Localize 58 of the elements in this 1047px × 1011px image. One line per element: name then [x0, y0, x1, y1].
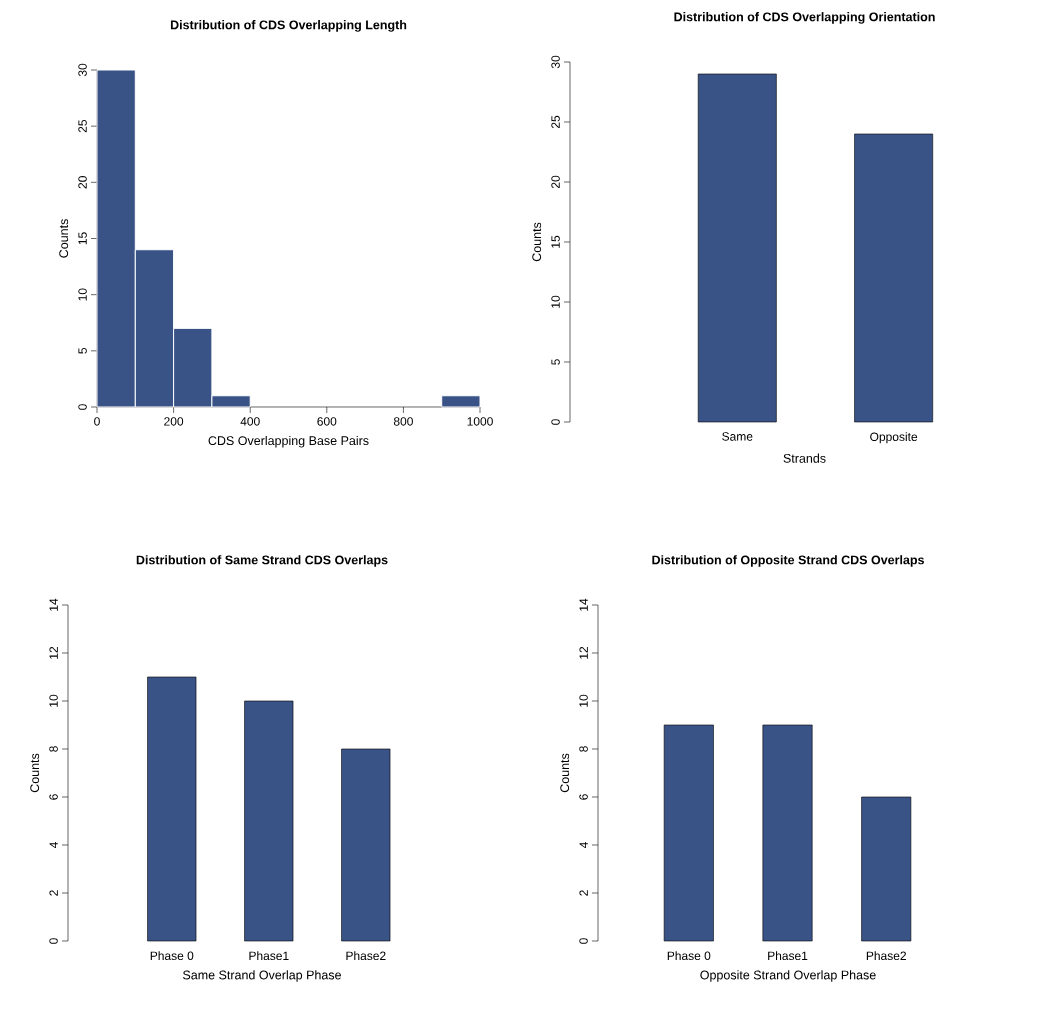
bar — [244, 700, 294, 942]
y-tick-label: 20 — [551, 175, 560, 189]
y-tick-label: 10 — [78, 288, 87, 301]
x-tick-label: Phase1 — [768, 951, 808, 961]
y-tick-label: 0 — [78, 404, 87, 410]
x-tick-label: 400 — [240, 417, 260, 426]
y-tick-label: 6 — [579, 794, 588, 800]
y-axis-title: Counts — [59, 219, 69, 258]
y-axis-title: Counts — [560, 753, 570, 793]
y-tick-label: 14 — [49, 598, 58, 611]
x-axis-title: Same Strand Overlap Phase — [183, 970, 341, 982]
y-tick-label: 30 — [78, 63, 87, 77]
y-axis-title: Counts — [30, 753, 40, 793]
x-tick-label: Opposite — [870, 432, 918, 444]
x-tick-label: Phase 0 — [667, 951, 711, 961]
y-tick-label: 15 — [551, 235, 560, 248]
y-tick-label: 14 — [579, 598, 588, 611]
x-tick-label: 1000 — [467, 417, 493, 426]
y-axis-title: Counts — [532, 222, 542, 262]
x-axis-title: Opposite Strand Overlap Phase — [700, 970, 876, 982]
chart-title: Distribution of CDS Overlapping Length — [170, 20, 407, 32]
y-tick-label: 2 — [579, 890, 588, 896]
y-tick-label: 12 — [49, 646, 58, 659]
x-tick-label: 800 — [393, 417, 413, 426]
chart-title: Distribution of Opposite Strand CDS Overlaps — [652, 555, 924, 567]
x-tick-label: Phase2 — [346, 951, 386, 961]
x-tick-label: Phase2 — [866, 951, 906, 961]
x-tick-label: Phase1 — [249, 951, 289, 961]
x-tick-label: Same — [722, 432, 753, 441]
y-tick-label: 8 — [579, 746, 588, 752]
y-tick-label: 12 — [579, 646, 588, 659]
x-tick-label: 600 — [317, 417, 337, 426]
y-tick-label: 10 — [579, 694, 588, 707]
y-tick-label: 20 — [78, 176, 87, 189]
y-tick-label: 10 — [49, 694, 58, 707]
y-tick-label: 30 — [551, 55, 560, 69]
y-tick-label: 10 — [551, 295, 560, 308]
y-tick-label: 25 — [78, 119, 87, 133]
y-tick-label: 4 — [579, 842, 588, 849]
x-tick-label: 0 — [94, 417, 100, 426]
y-tick-label: 5 — [551, 359, 560, 365]
y-tick-label: 15 — [78, 232, 87, 245]
chart-title: Distribution of Same Strand CDS Overlaps — [136, 555, 388, 567]
x-tick-label: 200 — [164, 417, 184, 426]
y-tick-label: 2 — [49, 890, 58, 896]
x-axis-title: CDS Overlapping Base Pairs — [208, 435, 369, 448]
y-tick-label: 25 — [551, 115, 560, 129]
bar — [147, 676, 197, 942]
y-tick-label: 0 — [49, 938, 58, 944]
y-tick-label: 0 — [579, 938, 588, 944]
y-tick-label: 8 — [49, 746, 58, 752]
bar — [341, 748, 391, 942]
y-tick-label: 4 — [49, 842, 58, 849]
x-tick-label: Phase 0 — [150, 951, 194, 961]
x-axis-title: Strands — [783, 453, 826, 463]
chart-title: Distribution of CDS Overlapping Orientation — [674, 12, 935, 24]
y-tick-label: 6 — [49, 794, 58, 800]
y-tick-label: 5 — [78, 347, 87, 354]
